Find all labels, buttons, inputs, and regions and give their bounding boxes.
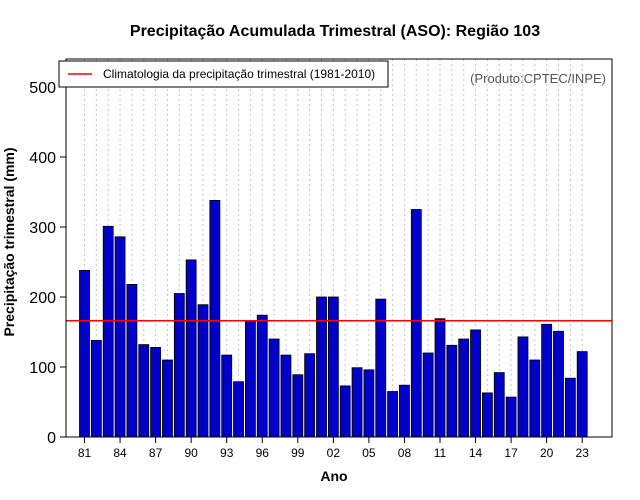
bar-2001	[316, 296, 327, 438]
bar-1998	[280, 354, 292, 438]
bar-2018	[517, 336, 529, 438]
x-tick-label: 93	[220, 446, 234, 460]
x-tick-label: 05	[362, 446, 376, 460]
bar-1988	[162, 359, 173, 438]
bar-1984	[114, 236, 126, 438]
bar-1996	[256, 314, 268, 438]
bar-2013	[458, 338, 470, 438]
x-tick-label: 87	[149, 446, 163, 460]
bar-2020	[541, 323, 553, 438]
x-tick-label: 99	[291, 446, 305, 460]
plot-frame	[65, 58, 613, 438]
legend-box	[58, 60, 389, 88]
bar-2003	[339, 385, 351, 438]
bar-1985	[126, 283, 138, 438]
bar-1999	[292, 374, 304, 438]
y-axis: 0 100 200 300 400 500	[29, 80, 66, 447]
bar-2017	[505, 396, 517, 438]
bar-1997	[268, 338, 280, 438]
bar-1989	[173, 293, 185, 438]
bar-1990	[185, 259, 197, 438]
bar-2014	[470, 329, 481, 438]
bar-1995	[244, 320, 256, 438]
y-tick-label: 100	[29, 360, 56, 377]
bar-1992	[209, 199, 221, 438]
y-tick-label: 400	[29, 150, 56, 167]
x-tick-label: 11	[434, 446, 447, 460]
bars	[79, 199, 588, 438]
bar-1983	[102, 225, 114, 438]
x-tick-label: 02	[327, 446, 341, 460]
y-tick-label: 500	[29, 80, 56, 97]
legend-label: Climatologia da precipitação trimestral …	[103, 67, 375, 81]
bar-2023	[576, 351, 588, 438]
bar-2010	[422, 352, 434, 438]
bar-2012	[446, 344, 458, 438]
x-tick-label: 23	[576, 446, 590, 460]
source-credit: (Produto:CPTEC/INPE)	[470, 71, 606, 86]
bar-2008	[399, 384, 410, 438]
bar-1982	[90, 339, 102, 438]
bar-1993	[221, 354, 233, 438]
bar-2019	[529, 359, 541, 438]
bar-2016	[493, 372, 505, 438]
bar-2015	[481, 392, 493, 438]
y-tick-label: 0	[47, 430, 56, 447]
bar-2022	[564, 377, 576, 438]
bar-2009	[410, 209, 422, 438]
x-axis-label: Ano	[320, 468, 347, 484]
bar-1994	[233, 381, 244, 438]
bar-2007	[387, 391, 399, 438]
bar-2000	[304, 353, 316, 438]
bar-2004	[351, 367, 363, 438]
x-tick-label: 81	[78, 446, 92, 460]
bar-2006	[375, 298, 387, 438]
x-tick-label: 90	[184, 446, 198, 460]
y-axis-label: Precipitação trimestral (mm)	[1, 147, 17, 336]
x-tick-label: 96	[256, 446, 270, 460]
bar-1991	[197, 304, 209, 438]
x-tick-label: 20	[540, 446, 554, 460]
bar-1987	[150, 346, 162, 438]
x-axis: 81 84 87 90 93 96 99 02 05 08 11 14 17 20 23	[78, 437, 589, 460]
y-tick-label: 200	[29, 290, 56, 307]
bar-1986	[138, 344, 150, 438]
y-tick-label: 300	[29, 220, 56, 237]
bar-2002	[327, 296, 339, 438]
legend: Climatologia da precipitação trimestral …	[58, 60, 389, 88]
x-tick-label: 08	[398, 446, 412, 460]
bar-2005	[363, 369, 375, 438]
bar-1981	[79, 269, 90, 438]
x-tick-label: 84	[113, 446, 127, 460]
chart-title: Precipitação Acumulada Trimestral (ASO):…	[130, 23, 540, 40]
x-tick-label: 17	[504, 446, 518, 460]
bar-2011	[434, 318, 446, 438]
x-tick-label: 14	[469, 446, 483, 460]
bar-2021	[553, 330, 564, 438]
